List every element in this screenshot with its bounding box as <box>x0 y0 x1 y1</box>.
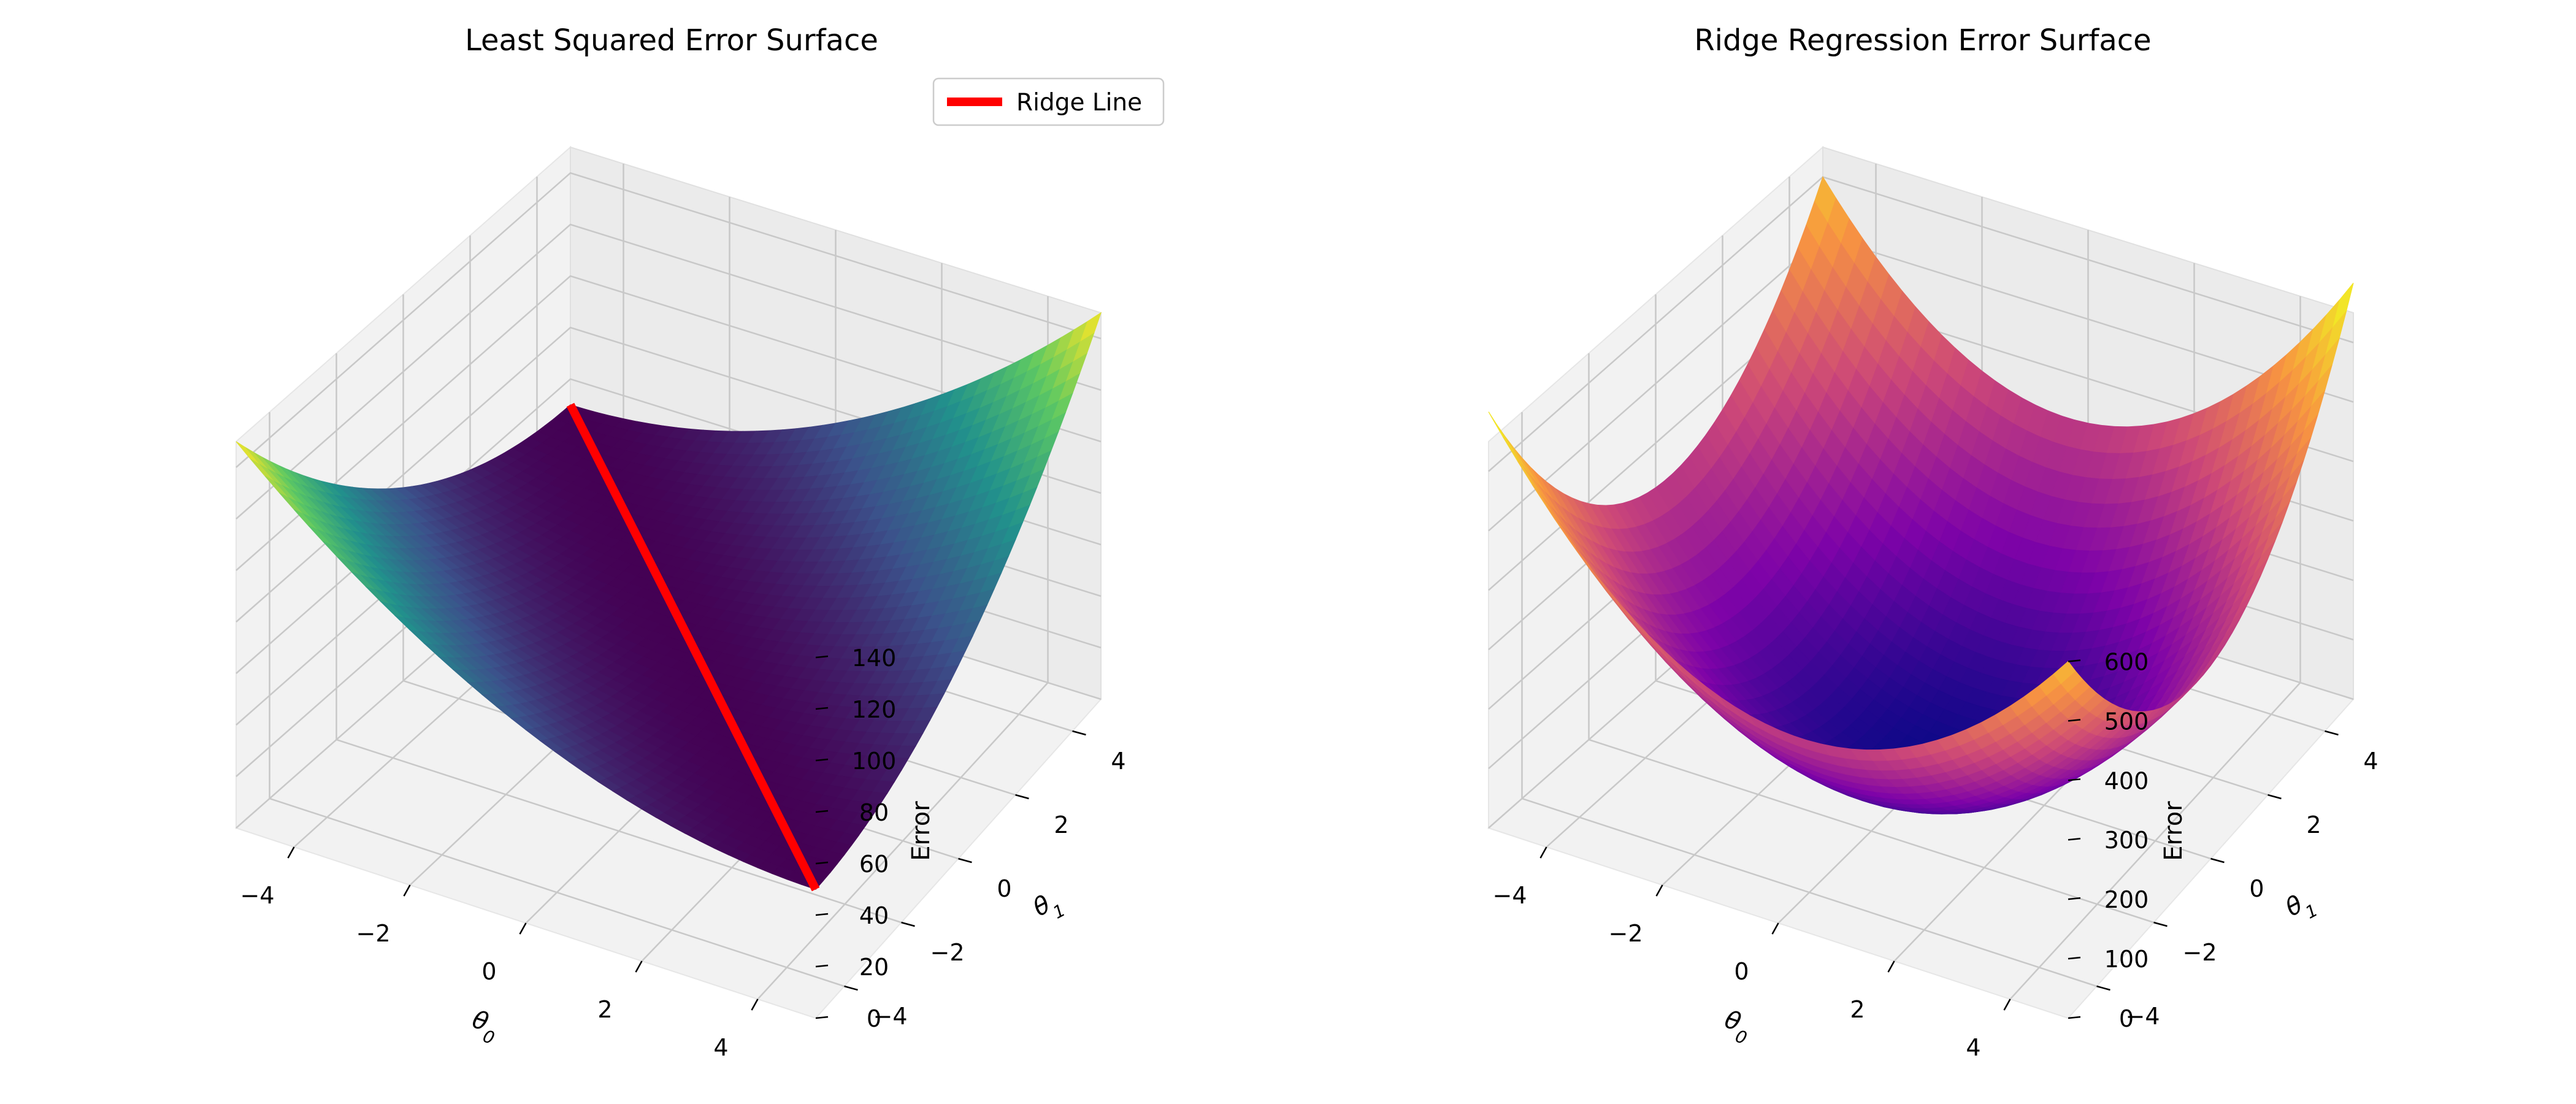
y-tick-mark <box>844 985 858 991</box>
x-tick-label: 2 <box>597 996 612 1023</box>
legend-label: Ridge Line <box>1016 89 1142 117</box>
z-tick-label: 400 <box>2104 767 2149 794</box>
x-tick-label: −4 <box>240 882 274 909</box>
z-tick-label: 200 <box>2104 886 2149 913</box>
z-tick-mark <box>815 913 829 916</box>
axes-ridge <box>1539 659 2339 1019</box>
z-axis-label: Error <box>907 801 935 861</box>
z-tick-mark <box>2068 659 2081 662</box>
gridline-z <box>236 172 1102 468</box>
x-tick-label: −2 <box>356 920 390 947</box>
y-tick-mark <box>2325 730 2339 736</box>
x-tick-label: 4 <box>713 1034 728 1061</box>
x-tick-label: 2 <box>1850 996 1865 1023</box>
y-tick-label: −2 <box>930 939 964 966</box>
y-tick-mark <box>1072 730 1086 736</box>
y-tick-mark <box>2267 794 2282 800</box>
z-tick-label: 120 <box>852 696 897 723</box>
z-tick-mark <box>2068 778 2081 781</box>
z-axis-label: Error <box>2160 801 2188 861</box>
y-tick-mark <box>2096 985 2110 991</box>
y-tick-label: 0 <box>997 875 1011 902</box>
y-tick-label: −2 <box>2182 939 2217 966</box>
y-tick-label: 4 <box>1111 748 1125 775</box>
z-tick-mark <box>815 964 829 968</box>
x-tick-mark <box>751 999 759 1011</box>
tick-labels-ridge: −4 −2 0 2 4 −4 −2 0 2 4 0 100 200 300 400 500 600 θ0 θ1 Err… <box>1492 649 2378 1062</box>
surface-least-squares <box>236 312 1102 890</box>
z-tick-mark <box>2068 719 2081 722</box>
y-tick-label: 0 <box>2249 875 2264 902</box>
x-tick-mark <box>1539 846 1547 859</box>
legend: Ridge Line <box>932 77 1165 126</box>
x-tick-mark <box>1655 884 1663 897</box>
y-tick-label: 2 <box>2306 811 2321 838</box>
x-tick-label: −4 <box>1492 882 1527 909</box>
y-tick-mark <box>958 857 972 864</box>
gridlines-least-squares <box>236 164 1102 1000</box>
x-tick-mark <box>1771 922 1779 935</box>
x-tick-mark <box>1887 960 1895 973</box>
gridline-z <box>236 275 1102 571</box>
surface-ridge <box>1488 176 2354 815</box>
x-tick-label: −2 <box>1608 920 1643 947</box>
gridline-z <box>236 223 1102 519</box>
y-axis-label: θ1 <box>1029 885 1068 929</box>
y-tick-label: −4 <box>873 1003 907 1030</box>
y-tick-mark <box>2153 921 2168 927</box>
y-tick-mark <box>2210 857 2225 864</box>
z-tick-label: 100 <box>852 748 897 775</box>
z-tick-label: 300 <box>2104 827 2149 854</box>
z-tick-mark <box>2068 1016 2081 1019</box>
z-tick-mark <box>815 861 829 865</box>
axes-least-squares <box>287 655 1086 1019</box>
z-tick-label: 80 <box>859 799 889 826</box>
z-tick-label: 40 <box>859 902 889 929</box>
z-tick-mark <box>815 758 829 762</box>
z-tick-label: 500 <box>2104 708 2149 735</box>
error-surface-plot-least-squares: Least Squared Error Surface −4 −2 0 2 4 −4 −2 0… <box>235 23 1165 1061</box>
chart-title-least-squares: Least Squared Error Surface <box>465 23 878 58</box>
x-axis-label: θ0 <box>1719 1005 1755 1048</box>
x-tick-mark <box>403 884 411 897</box>
z-tick-label: 0 <box>2119 1005 2134 1032</box>
x-tick-mark <box>519 922 527 935</box>
y-tick-label: 4 <box>2363 748 2378 775</box>
z-tick-mark <box>815 810 829 813</box>
y-axis-label: θ1 <box>2281 885 2321 929</box>
z-tick-mark <box>2068 837 2081 841</box>
z-tick-mark <box>815 1016 829 1019</box>
y-tick-label: 2 <box>1054 811 1068 838</box>
y-tick-mark <box>901 921 915 927</box>
z-tick-mark <box>815 707 829 710</box>
x-tick-mark <box>287 846 295 859</box>
y-tick-mark <box>1015 794 1029 800</box>
z-tick-label: 600 <box>2104 649 2149 676</box>
x-tick-label: 0 <box>1734 958 1749 985</box>
x-tick-mark <box>2003 999 2011 1011</box>
error-surface-plot-ridge: Ridge Regression Error Surface −4−2024−4… <box>1487 23 2379 1062</box>
z-tick-label: 20 <box>859 954 889 981</box>
y-tick-label: −4 <box>2125 1003 2160 1030</box>
chart-title-ridge: Ridge Regression Error Surface <box>1694 23 2151 58</box>
z-tick-mark <box>2068 956 2081 960</box>
z-tick-label: 60 <box>859 851 889 878</box>
z-tick-mark <box>815 655 829 659</box>
z-tick-mark <box>2068 897 2081 900</box>
x-tick-mark <box>635 960 643 973</box>
surface-patch <box>2053 661 2076 684</box>
x-tick-label: 4 <box>1966 1034 1980 1061</box>
z-tick-label: 140 <box>852 645 897 672</box>
ridge-line <box>566 402 820 892</box>
x-tick-label: 0 <box>481 958 496 985</box>
legend-box <box>932 77 1165 126</box>
x-axis-label: θ0 <box>466 1005 502 1048</box>
z-tick-label: 0 <box>867 1005 881 1032</box>
z-tick-label: 100 <box>2104 946 2149 973</box>
